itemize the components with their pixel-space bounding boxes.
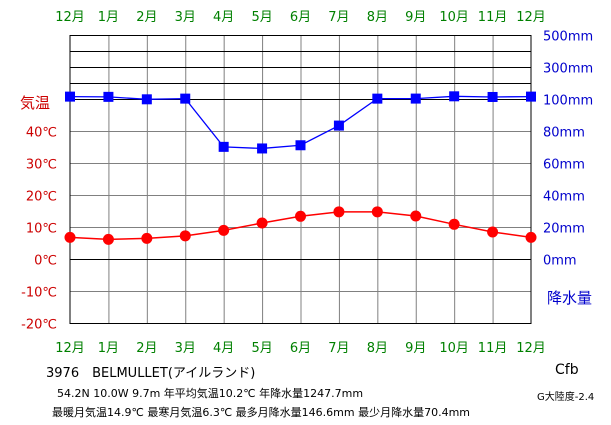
month-label-top: 3月 — [175, 10, 196, 25]
precipitation-point — [65, 91, 75, 102]
temperature-tick-label: -10℃ — [21, 286, 57, 301]
temperature-tick-label: -20℃ — [21, 318, 57, 333]
station-summary: 54.2N 10.0W 9.7m 年平均気温10.2℃ 年降水量1247.7mm — [57, 387, 364, 400]
month-label-bottom: 9月 — [405, 341, 426, 356]
month-label-top: 4月 — [213, 10, 234, 25]
precipitation-tick-label: 0mm — [543, 254, 577, 269]
month-label-bottom: 11月 — [478, 341, 508, 356]
temperature-point — [102, 233, 114, 245]
temperature-point — [487, 226, 499, 238]
month-label-top: 1月 — [98, 10, 119, 25]
continentality: G大陸度-2.4 — [537, 392, 595, 403]
precipitation-point — [295, 140, 306, 151]
temperature-point — [256, 217, 268, 229]
temperature-point — [333, 206, 345, 218]
temperature-tick-label: 20℃ — [26, 190, 57, 205]
precipitation-tick-label: 300mm — [543, 62, 593, 77]
month-label-bottom: 2月 — [136, 341, 157, 356]
month-label-bottom: 1月 — [98, 341, 119, 356]
precipitation-tick-label: 40mm — [543, 190, 585, 205]
month-label-bottom: 4月 — [213, 341, 234, 356]
month-label-top: 11月 — [478, 10, 508, 25]
precipitation-tick-label: 500mm — [543, 30, 593, 45]
temperature-point — [179, 230, 191, 242]
temperature-point — [371, 206, 383, 218]
precipitation-point — [141, 94, 152, 105]
month-label-top: 12月 — [516, 10, 546, 25]
station-extremes: 最暖月気温14.9℃ 最寒月気温6.3℃ 最多月降水量146.6mm 最少月降水… — [52, 406, 471, 419]
temperature-tick-label: 40℃ — [26, 126, 57, 141]
temperature-axis-title: 気温 — [20, 94, 50, 112]
month-label-bottom: 6月 — [290, 341, 311, 356]
precipitation-tick-label: 20mm — [543, 222, 585, 237]
temperature-point — [295, 210, 306, 222]
month-label-top: 6月 — [290, 10, 311, 25]
precipitation-point — [257, 143, 268, 154]
precipitation-point — [526, 91, 536, 102]
temperature-point — [64, 231, 76, 243]
month-label-top: 5月 — [251, 10, 272, 25]
temperature-point — [525, 231, 537, 243]
precipitation-tick-label: 60mm — [543, 158, 585, 173]
month-label-bottom: 7月 — [328, 341, 349, 356]
precipitation-axis-title: 降水量 — [547, 289, 592, 307]
precipitation-point — [333, 120, 344, 131]
temperature-tick-label: 10℃ — [26, 222, 57, 237]
month-label-top: 9月 — [405, 10, 426, 25]
month-label-top: 8月 — [367, 10, 388, 25]
temperature-point — [218, 224, 230, 236]
precipitation-point — [449, 91, 460, 102]
temperature-tick-label: 30℃ — [26, 158, 57, 173]
month-label-bottom: 3月 — [175, 341, 196, 356]
month-label-bottom: 5月 — [251, 341, 272, 356]
month-label-top: 12月 — [55, 10, 85, 25]
month-label-bottom: 8月 — [367, 341, 388, 356]
climate-class: Cfb — [555, 362, 579, 378]
precipitation-tick-label: 100mm — [543, 94, 593, 109]
precipitation-point — [103, 91, 114, 102]
temperature-point — [141, 232, 153, 244]
precipitation-point — [372, 93, 383, 104]
precipitation-point — [487, 91, 498, 102]
precipitation-point — [218, 141, 229, 152]
precipitation-tick-label: 80mm — [543, 126, 585, 141]
month-label-bottom: 12月 — [55, 341, 85, 356]
month-label-top: 2月 — [136, 10, 157, 25]
temperature-tick-label: 0℃ — [34, 254, 57, 269]
month-label-top: 10月 — [439, 10, 469, 25]
temperature-point — [410, 210, 422, 222]
month-label-bottom: 12月 — [516, 341, 546, 356]
plot-border — [69, 35, 532, 324]
data-series — [64, 91, 537, 245]
month-label-bottom: 10月 — [439, 341, 469, 356]
axis-labels: 12月 12月 1月 1月 2月 2月 3月 3月 4月 4月 5月 5月 6月 6月 7月 7月 8月 8月 9月… — [20, 10, 593, 356]
temperature-point — [448, 218, 460, 230]
month-label-top: 7月 — [328, 10, 349, 25]
station-name: 3976 BELMULLET(アイルランド) — [46, 366, 256, 381]
precipitation-point — [180, 93, 191, 104]
precipitation-point — [410, 93, 421, 104]
